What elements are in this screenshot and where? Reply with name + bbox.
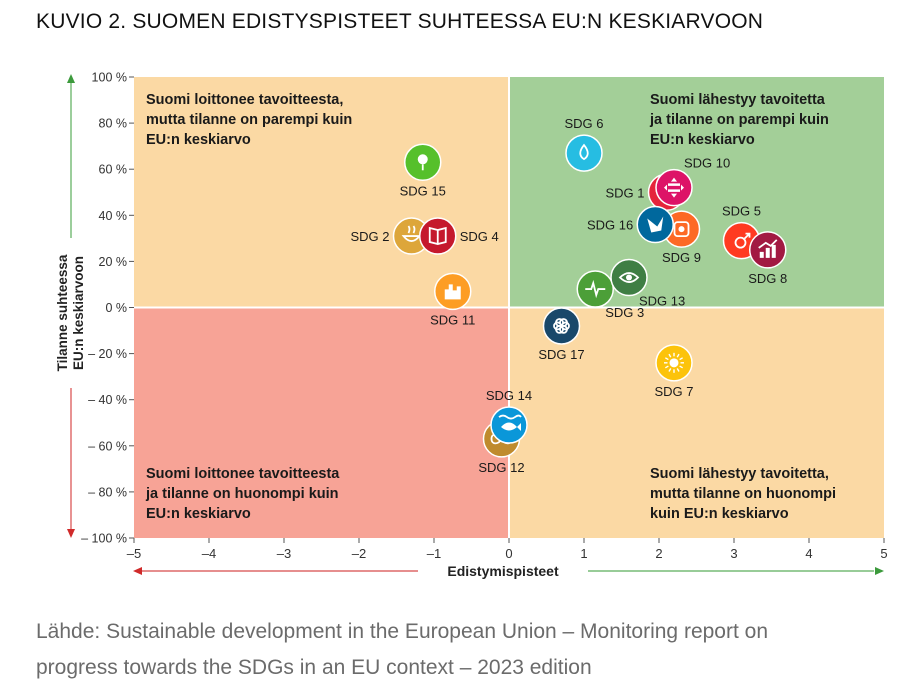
heartbeat-icon xyxy=(585,279,606,299)
flower-icon xyxy=(553,318,570,334)
point-label-sdg-2: SDG 2 xyxy=(350,229,389,244)
point-label-sdg-4: SDG 4 xyxy=(460,229,499,244)
point-label-sdg-9: SDG 9 xyxy=(662,250,701,265)
y-tick-label: 80 % xyxy=(99,117,128,131)
quadrant-text-top-right: ja tilanne on parempi kuin xyxy=(649,112,829,128)
fish-icon xyxy=(498,414,522,432)
y-tick-label: – 40 % xyxy=(88,393,127,407)
point-sdg-3 xyxy=(576,270,614,308)
y-tick-label: – 100 % xyxy=(81,532,127,546)
point-label-sdg-8: SDG 8 xyxy=(748,271,787,286)
quadrant-text-bottom-right: mutta tilanne on huonompi xyxy=(650,486,836,502)
x-tick-label: –3 xyxy=(277,546,291,561)
book-icon xyxy=(428,226,447,245)
point-sdg-13 xyxy=(610,258,648,297)
x-axis-label: Edistymispisteet xyxy=(447,563,559,579)
point-sdg-15 xyxy=(404,143,442,182)
quadrant-bottom-right xyxy=(509,307,884,538)
y-tick-label: – 80 % xyxy=(88,485,127,499)
point-marker-sdg-6 xyxy=(565,134,603,172)
point-sdg-6 xyxy=(565,134,603,172)
gender-icon xyxy=(734,232,751,249)
sun-icon xyxy=(664,352,684,373)
point-label-sdg-17: SDG 17 xyxy=(538,347,584,362)
point-sdg-14 xyxy=(490,406,528,444)
point-sdg-8 xyxy=(749,231,787,269)
quadrant-text-top-left: mutta tilanne on parempi kuin xyxy=(146,112,352,128)
point-sdg-7 xyxy=(655,344,693,382)
point-label-sdg-11: SDG 11 xyxy=(430,312,475,327)
point-label-sdg-7: SDG 7 xyxy=(654,384,693,399)
equality-icon xyxy=(664,177,684,198)
quadrant-text-bottom-right: kuin EU:n keskiarvo xyxy=(650,506,789,522)
quadrant-text-top-left: EU:n keskiarvo xyxy=(146,132,251,148)
quadrant-text-bottom-right: Suomi lähestyy tavoitetta, xyxy=(650,466,829,482)
x-tick-label: –5 xyxy=(127,546,141,561)
x-tick-label: 3 xyxy=(730,546,737,561)
point-label-sdg-3: SDG 3 xyxy=(605,305,644,320)
quadrant-top-right xyxy=(509,77,884,308)
scatter-chart: Suomi loittonee tavoitteesta, mutta tilan… xyxy=(55,71,888,580)
point-label-sdg-6: SDG 6 xyxy=(564,116,603,131)
eye-globe-icon xyxy=(618,272,640,283)
x-axis-arrow-right-icon xyxy=(875,567,884,575)
point-label-sdg-5: SDG 5 xyxy=(722,204,761,219)
y-axis-arrow-down-icon xyxy=(67,529,75,538)
point-label-sdg-1: SDG 1 xyxy=(605,185,644,200)
x-tick-label: –2 xyxy=(352,546,366,561)
water-drop-icon xyxy=(579,143,589,161)
tree-icon xyxy=(417,154,428,171)
y-tick-label: – 20 % xyxy=(88,347,127,361)
x-tick-label: 5 xyxy=(880,546,887,561)
city-icon xyxy=(444,284,461,300)
point-label-sdg-10: SDG 10 xyxy=(684,156,730,171)
y-axis-label-line-2: EU:n keskiarvoon xyxy=(71,256,86,370)
quadrant-bottom-left xyxy=(134,307,509,538)
x-tick-label: 4 xyxy=(805,546,812,561)
quadrant-text-bottom-left: EU:n keskiarvo xyxy=(146,506,251,522)
point-sdg-16 xyxy=(636,205,674,244)
x-tick-label: 1 xyxy=(580,546,587,561)
y-tick-label: – 60 % xyxy=(88,439,127,453)
x-tick-label: –1 xyxy=(427,546,441,561)
quadrant-text-bottom-left: Suomi loittonee tavoitteesta xyxy=(146,466,340,482)
quadrant-text-bottom-left: ja tilanne on huonompi kuin xyxy=(145,486,339,502)
quadrant-text-top-right: Suomi lähestyy tavoitetta xyxy=(650,92,826,108)
point-label-sdg-13: SDG 13 xyxy=(639,294,685,309)
point-sdg-10 xyxy=(655,168,693,207)
figure-title: KUVIO 2. SUOMEN EDISTYSPISTEET SUHTEESSA… xyxy=(36,10,764,33)
infrastructure-icon xyxy=(673,221,690,238)
growth-chart-icon xyxy=(758,239,778,258)
point-label-sdg-15: SDG 15 xyxy=(400,183,446,198)
point-label-sdg-16: SDG 16 xyxy=(587,218,633,233)
source-line-1: Lähde: Sustainable development in the Eu… xyxy=(36,620,768,643)
source-note: Lähde: Sustainable development in the Eu… xyxy=(36,614,896,686)
quadrant-text-top-left: Suomi loittonee tavoitteesta, xyxy=(146,92,343,108)
x-tick-label: 2 xyxy=(655,546,662,561)
point-marker-sdg-10 xyxy=(655,168,693,207)
y-axis-arrow-up-icon xyxy=(67,74,75,83)
quadrant-text-top-right: EU:n keskiarvo xyxy=(650,132,755,148)
dove-icon xyxy=(647,216,664,233)
point-marker-sdg-16 xyxy=(636,205,674,244)
y-tick-label: 0 % xyxy=(105,301,127,315)
y-tick-label: 40 % xyxy=(99,209,128,223)
y-tick-label: 20 % xyxy=(99,255,128,269)
x-axis-arrow-left-icon xyxy=(133,567,142,575)
x-tick-label: –4 xyxy=(202,546,216,561)
point-sdg-11 xyxy=(434,272,472,311)
point-sdg-17 xyxy=(542,307,581,345)
x-tick-label: 0 xyxy=(505,546,512,561)
quadrant-top-left xyxy=(134,77,509,308)
point-label-sdg-14: SDG 14 xyxy=(486,388,532,403)
source-line-2: progress towards the SDGs in an EU conte… xyxy=(36,656,592,679)
y-tick-label: 100 % xyxy=(92,71,127,85)
y-axis-label: Tilanne suhteessaEU:n keskiarvoon xyxy=(55,254,86,371)
point-sdg-4 xyxy=(419,217,457,255)
y-tick-label: 60 % xyxy=(99,163,128,177)
y-axis-label-line-1: Tilanne suhteessa xyxy=(55,254,70,371)
point-label-sdg-12: SDG 12 xyxy=(478,460,524,475)
